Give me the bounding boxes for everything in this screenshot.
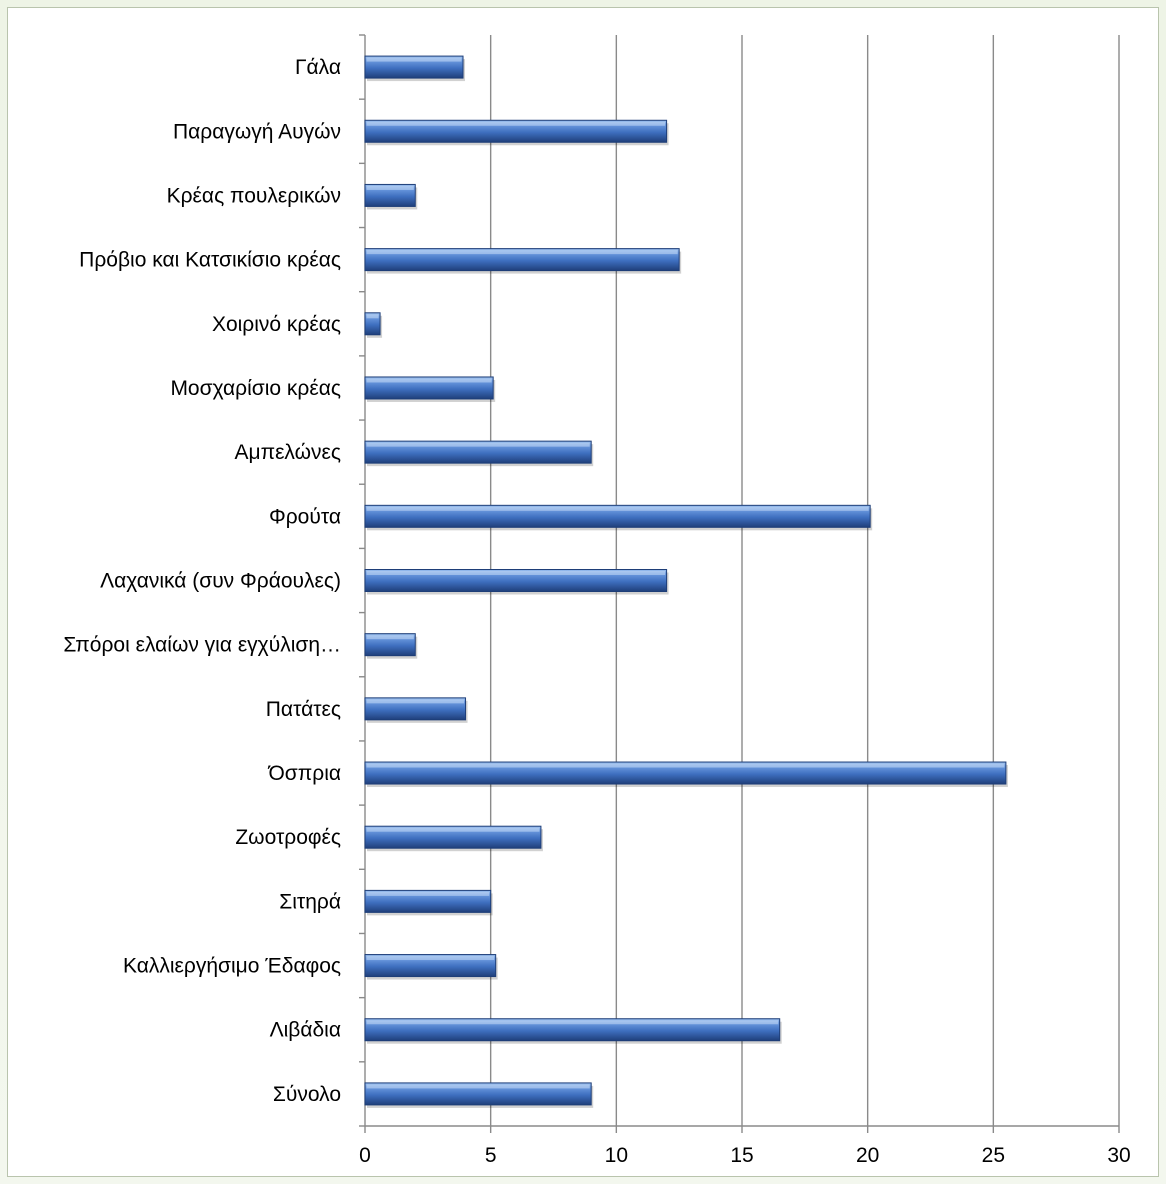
- bar-1: [364, 119, 669, 146]
- category-label-14: Καλλιεργήσιμο Έδαφος: [123, 955, 341, 978]
- category-label-15: Λιβάδια: [270, 1019, 341, 1042]
- bar-2: [364, 183, 418, 210]
- bar-chart: Γάλα Παραγωγή Αυγών Κρέας πουλερικών Πρόβιο…: [63, 34, 1131, 1167]
- category-label-6: Αμπελώνες: [234, 441, 341, 464]
- bar-5: [364, 376, 496, 402]
- bar-highlight-3: [366, 250, 678, 255]
- x-tick-label-5: 25: [982, 1144, 1005, 1167]
- category-label-12: Ζωοτροφές: [235, 826, 341, 849]
- bar-7: [364, 504, 873, 531]
- bar-12: [364, 825, 543, 852]
- category-label-11: Όσπρια: [268, 762, 341, 785]
- category-label-13: Σιτηρά: [279, 890, 341, 913]
- category-label-9: Σπόροι ελαίων για εγχύλιση…: [63, 634, 341, 657]
- bar-16: [364, 1082, 594, 1108]
- bar-highlight-11: [366, 763, 1005, 768]
- bar-9: [364, 633, 418, 659]
- bar-highlight-0: [366, 57, 462, 62]
- category-label-0: Γάλα: [295, 56, 341, 79]
- bar-3: [364, 248, 682, 274]
- category-label-1: Παραγωγή Αυγών: [173, 120, 341, 143]
- bar-highlight-16: [366, 1084, 590, 1089]
- bar-6: [364, 440, 594, 467]
- bar-8: [364, 569, 669, 595]
- category-label-2: Κρέας πουλερικών: [167, 184, 341, 207]
- x-tick-label-0: 0: [359, 1144, 371, 1167]
- category-label-7: Φρούτα: [269, 505, 341, 528]
- bar-highlight-1: [366, 121, 666, 126]
- bar-highlight-2: [366, 185, 414, 190]
- bar-11: [364, 761, 1008, 788]
- x-tick-label-4: 20: [856, 1144, 879, 1167]
- category-label-8: Λαχανικά (συν Φράουλες): [100, 570, 341, 593]
- x-tick-label-6: 30: [1107, 1144, 1130, 1167]
- bar-0: [364, 55, 466, 82]
- bar-4: [364, 312, 383, 338]
- bar-highlight-8: [366, 571, 666, 575]
- bar-10: [364, 697, 468, 723]
- bar-14: [364, 954, 498, 980]
- bar-highlight-14: [366, 956, 495, 961]
- category-label-16: Σύνολο: [273, 1083, 341, 1106]
- chart-plot-area: Γάλα Παραγωγή Αυγών Κρέας πουλερικών Πρόβιο…: [7, 7, 1159, 1177]
- category-label-4: Χοιρινό κρέας: [212, 313, 341, 336]
- bar-highlight-15: [366, 1020, 779, 1025]
- bar-highlight-7: [366, 506, 869, 511]
- bar-highlight-12: [366, 827, 540, 832]
- bar-highlight-6: [366, 442, 590, 447]
- x-tick-label-2: 10: [605, 1144, 628, 1167]
- bar-highlight-10: [366, 699, 465, 704]
- bar-highlight-9: [366, 635, 414, 640]
- bar-15: [364, 1018, 782, 1044]
- bar-13: [364, 889, 493, 916]
- bar-body-15: [364, 1018, 781, 1042]
- x-tick-label-1: 5: [485, 1144, 497, 1167]
- bar-highlight-4: [366, 314, 379, 319]
- category-label-5: Μοσχαρίσιο κρέας: [170, 377, 341, 400]
- x-tick-label-3: 15: [730, 1144, 753, 1167]
- category-label-10: Πατάτες: [266, 698, 341, 721]
- category-label-3: Πρόβιο και Κατσικίσιο κρέας: [79, 249, 341, 272]
- bar-highlight-13: [366, 891, 490, 896]
- bar-highlight-5: [366, 378, 492, 383]
